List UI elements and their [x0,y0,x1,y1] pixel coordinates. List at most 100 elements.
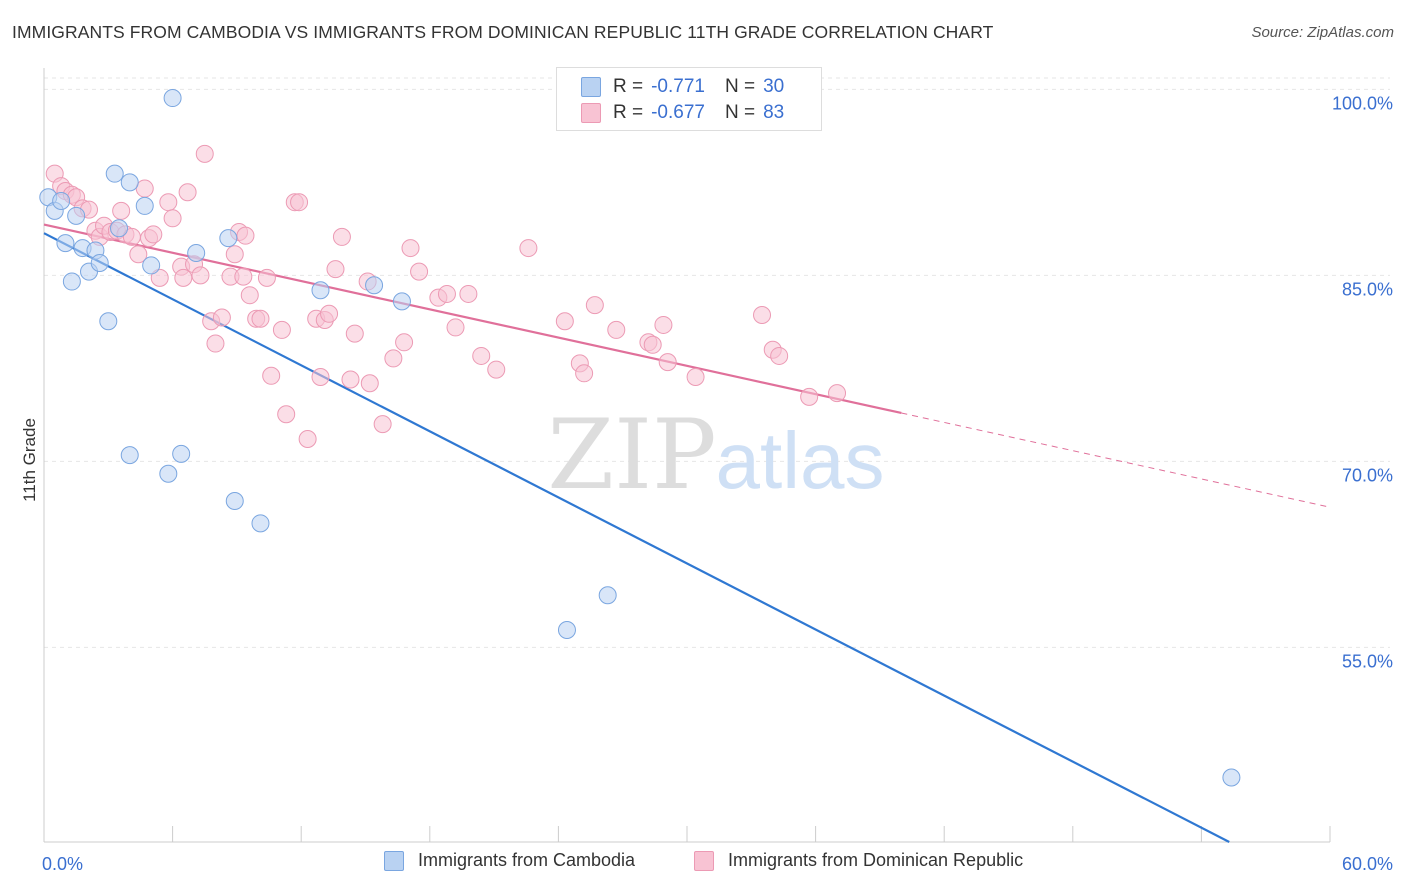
watermark-atlas: atlas [716,416,885,505]
data-point-cambodia [392,292,411,311]
legend-row-cambodia: R = -0.771 N = 30 [581,74,784,100]
data-point-cambodia [110,219,129,238]
trend-line-dominican [43,223,902,415]
tick-labels: 55.0% 70.0% 85.0% 100.0% 0.0% 60.0% [42,93,1393,874]
data-point-dominican [277,405,296,424]
data-point-dominican [212,308,231,327]
cambodia-points [39,89,1241,787]
data-point-dominican [345,324,364,343]
legend-r-value: -0.771 [651,76,705,97]
data-point-cambodia [159,464,178,483]
data-point-dominican [487,360,506,379]
data-point-cambodia [187,244,206,263]
data-point-cambodia [598,586,617,605]
data-point-cambodia [219,229,238,248]
y-tick-label: 100.0% [1332,93,1393,113]
data-point-cambodia [120,173,139,192]
legend-r-value: -0.677 [651,102,705,123]
data-point-dominican [178,183,197,202]
data-point-cambodia [365,276,384,295]
legend-n-value: 30 [763,76,785,97]
legend-n-value: 83 [763,102,785,123]
data-point-dominican [643,335,662,354]
legend-item-cambodia[interactable]: Immigrants from Cambodia [384,850,635,871]
data-point-cambodia [99,312,118,331]
chart-title: IMMIGRANTS FROM CAMBODIA VS IMMIGRANTS F… [12,22,994,42]
data-point-dominican [236,226,255,245]
data-point-dominican [195,144,214,163]
data-point-cambodia [56,234,75,253]
data-point-dominican [472,346,491,365]
data-point-dominican [234,267,253,286]
data-point-dominican [159,193,178,212]
data-point-dominican [290,193,309,212]
data-point-dominican [395,333,414,352]
data-point-dominican [150,268,169,287]
data-point-dominican [174,268,193,287]
legend-label-cambodia: Immigrants from Cambodia [418,850,636,870]
data-point-cambodia [1222,768,1241,787]
data-point-cambodia [225,492,244,511]
legend-stats: R = -0.771 N = 30 R = -0.677 N = 83 [556,67,822,131]
data-point-cambodia [163,89,182,108]
legend-label-dominican: Immigrants from Dominican Republic [728,850,1024,870]
watermark-zip: ZIP [547,399,716,511]
data-point-dominican [555,312,574,331]
data-point-dominican [191,266,210,285]
data-point-dominican [332,227,351,246]
data-point-dominican [753,306,772,325]
trend-line-cambodia [43,232,1230,843]
grid-lines [44,77,1390,648]
data-point-cambodia [311,281,330,300]
data-point-dominican [135,179,154,198]
legend-swatch-cambodia [384,850,404,871]
data-point-dominican [437,284,456,303]
data-point-dominican [686,368,705,387]
trend-line-dominican-extension [901,412,1331,508]
data-point-dominican [401,239,420,258]
data-point-cambodia [90,253,109,272]
legend-r-label: R = [613,76,644,97]
y-tick-label: 70.0% [1342,465,1393,485]
data-point-cambodia [142,256,161,275]
data-point-cambodia [120,446,139,465]
data-point-dominican [298,430,317,449]
legend-series: Immigrants from Cambodia Immigrants from… [0,850,1406,880]
y-tick-label: 85.0% [1342,279,1393,299]
data-point-dominican [240,286,259,305]
data-point-dominican [311,368,330,387]
data-point-dominican [262,366,281,385]
source-label: Source: ZipAtlas.com [1251,24,1394,41]
legend-swatch-cambodia [581,77,601,97]
data-point-dominican [112,201,131,220]
data-point-dominican [800,387,819,406]
data-point-dominican [272,320,291,339]
data-point-cambodia [62,272,81,291]
legend-n-label: N = [724,76,756,97]
data-point-dominican [410,262,429,281]
data-point-dominican [446,318,465,337]
data-point-dominican [459,284,478,303]
legend-swatch-dominican [581,103,601,123]
data-point-dominican [326,260,345,279]
data-point-cambodia [251,514,270,533]
legend-row-dominican: R = -0.677 N = 83 [581,100,784,126]
x-tick-label: 60.0% [1342,854,1393,874]
legend-item-dominican[interactable]: Immigrants from Dominican Republic [694,850,1023,871]
y-tick-label: 55.0% [1342,651,1393,671]
trend-lines [43,223,1331,843]
data-point-dominican [257,268,276,287]
data-point-dominican [585,296,604,315]
data-point-cambodia [105,164,124,183]
data-point-dominican [770,346,789,365]
data-point-dominican [225,245,244,264]
data-point-dominican [341,370,360,389]
y-axis-title: 11th Grade [20,418,39,502]
legend-n-label: N = [724,102,756,123]
data-point-dominican [320,304,339,323]
data-point-cambodia [172,444,191,463]
data-point-dominican [129,245,148,264]
data-point-dominican [658,353,677,372]
legend-r-label: R = [613,102,644,123]
